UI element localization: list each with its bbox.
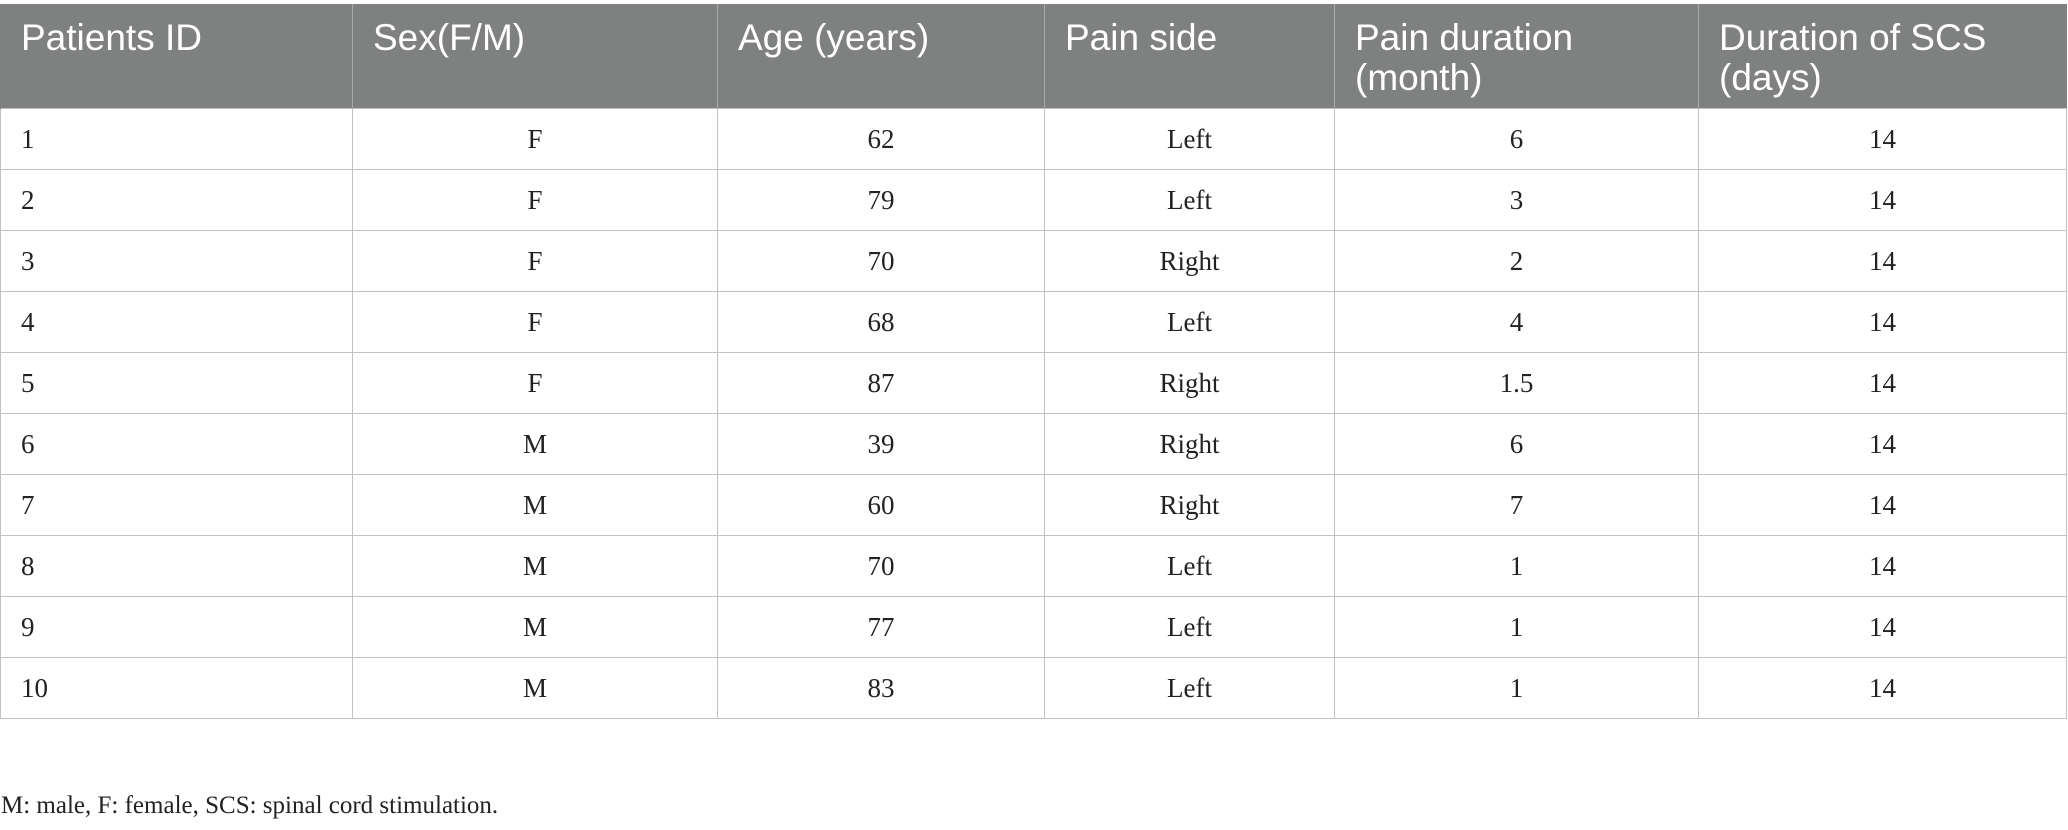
cell-pain-duration: 1 — [1334, 657, 1699, 719]
cell-age: 87 — [717, 352, 1045, 414]
table-header: Patients ID Sex(F/M) Age (years) Pain si… — [0, 4, 2067, 109]
table-row: 7 M 60 Right 7 14 — [0, 474, 2067, 536]
cell-sex: M — [352, 657, 718, 719]
cell-pain-side: Left — [1044, 596, 1335, 658]
patients-table-container: Patients ID Sex(F/M) Age (years) Pain si… — [0, 4, 2068, 719]
cell-scs-duration: 14 — [1698, 535, 2067, 597]
cell-sex: F — [352, 230, 718, 292]
table-row: 3 F 70 Right 2 14 — [0, 230, 2067, 292]
cell-patient-id: 6 — [0, 413, 353, 475]
cell-pain-duration: 6 — [1334, 413, 1699, 475]
cell-pain-side: Left — [1044, 108, 1335, 170]
cell-sex: F — [352, 108, 718, 170]
cell-patient-id: 7 — [0, 474, 353, 536]
cell-age: 77 — [717, 596, 1045, 658]
cell-patient-id: 1 — [0, 108, 353, 170]
cell-sex: M — [352, 474, 718, 536]
cell-age: 62 — [717, 108, 1045, 170]
table-row: 4 F 68 Left 4 14 — [0, 291, 2067, 353]
cell-pain-side: Right — [1044, 413, 1335, 475]
cell-pain-side: Left — [1044, 291, 1335, 353]
cell-age: 70 — [717, 535, 1045, 597]
cell-pain-side: Right — [1044, 352, 1335, 414]
table-row: 1 F 62 Left 6 14 — [0, 108, 2067, 170]
cell-age: 39 — [717, 413, 1045, 475]
cell-sex: F — [352, 291, 718, 353]
cell-pain-side: Left — [1044, 657, 1335, 719]
cell-pain-duration: 3 — [1334, 169, 1699, 231]
cell-scs-duration: 14 — [1698, 230, 2067, 292]
cell-scs-duration: 14 — [1698, 657, 2067, 719]
cell-pain-duration: 4 — [1334, 291, 1699, 353]
cell-sex: M — [352, 596, 718, 658]
cell-scs-duration: 14 — [1698, 474, 2067, 536]
cell-sex: M — [352, 413, 718, 475]
table-row: 10 M 83 Left 1 14 — [0, 657, 2067, 719]
cell-pain-duration: 7 — [1334, 474, 1699, 536]
cell-pain-duration: 1.5 — [1334, 352, 1699, 414]
header-pain-side: Pain side — [1044, 4, 1335, 109]
cell-age: 79 — [717, 169, 1045, 231]
cell-pain-side: Right — [1044, 230, 1335, 292]
table-body: 1 F 62 Left 6 14 2 F 79 Left 3 14 3 F 70… — [0, 108, 2067, 719]
cell-scs-duration: 14 — [1698, 291, 2067, 353]
header-row: Patients ID Sex(F/M) Age (years) Pain si… — [0, 4, 2067, 109]
cell-scs-duration: 14 — [1698, 169, 2067, 231]
table-row: 8 M 70 Left 1 14 — [0, 535, 2067, 597]
header-pain-duration: Pain duration (month) — [1334, 4, 1699, 109]
cell-patient-id: 2 — [0, 169, 353, 231]
cell-patient-id: 8 — [0, 535, 353, 597]
patients-table: Patients ID Sex(F/M) Age (years) Pain si… — [0, 4, 2067, 719]
cell-age: 83 — [717, 657, 1045, 719]
cell-pain-duration: 2 — [1334, 230, 1699, 292]
cell-scs-duration: 14 — [1698, 596, 2067, 658]
cell-patient-id: 3 — [0, 230, 353, 292]
cell-age: 70 — [717, 230, 1045, 292]
cell-age: 68 — [717, 291, 1045, 353]
cell-pain-side: Right — [1044, 474, 1335, 536]
cell-pain-side: Left — [1044, 535, 1335, 597]
cell-pain-duration: 6 — [1334, 108, 1699, 170]
table-row: 2 F 79 Left 3 14 — [0, 169, 2067, 231]
header-age: Age (years) — [717, 4, 1045, 109]
cell-patient-id: 10 — [0, 657, 353, 719]
cell-patient-id: 4 — [0, 291, 353, 353]
table-footnote: M: male, F: female, SCS: spinal cord sti… — [1, 792, 499, 819]
cell-age: 60 — [717, 474, 1045, 536]
cell-sex: F — [352, 169, 718, 231]
cell-scs-duration: 14 — [1698, 352, 2067, 414]
header-scs-duration: Duration of SCS (days) — [1698, 4, 2067, 109]
cell-sex: M — [352, 535, 718, 597]
cell-scs-duration: 14 — [1698, 108, 2067, 170]
cell-scs-duration: 14 — [1698, 413, 2067, 475]
header-patients-id: Patients ID — [0, 4, 353, 109]
cell-pain-duration: 1 — [1334, 535, 1699, 597]
cell-sex: F — [352, 352, 718, 414]
cell-patient-id: 9 — [0, 596, 353, 658]
cell-pain-side: Left — [1044, 169, 1335, 231]
table-row: 9 M 77 Left 1 14 — [0, 596, 2067, 658]
table-row: 6 M 39 Right 6 14 — [0, 413, 2067, 475]
table-row: 5 F 87 Right 1.5 14 — [0, 352, 2067, 414]
header-sex: Sex(F/M) — [352, 4, 718, 109]
cell-pain-duration: 1 — [1334, 596, 1699, 658]
cell-patient-id: 5 — [0, 352, 353, 414]
